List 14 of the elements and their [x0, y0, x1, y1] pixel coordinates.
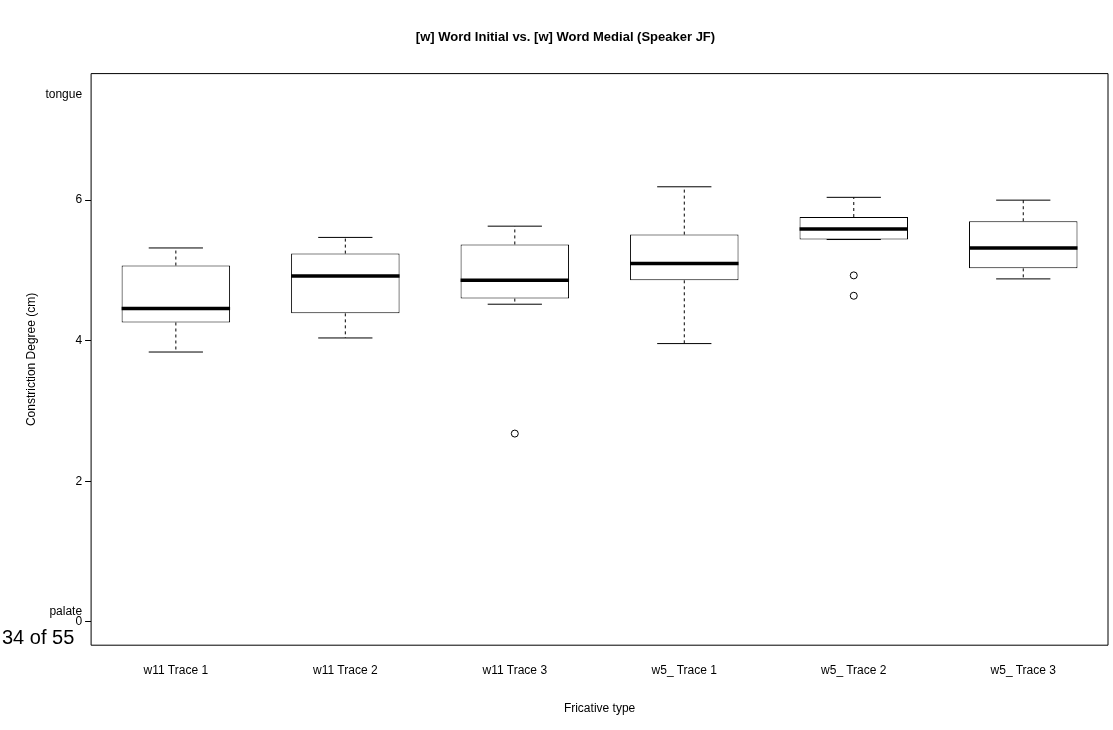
y-axis-title: Constriction Degree (cm) [23, 292, 38, 427]
x-tick-label: w11 Trace 3 [481, 662, 548, 677]
x-tick-label: w11 Trace 1 [142, 662, 209, 677]
y-tick-label: 2 [75, 473, 83, 488]
x-tick-label: w5_ Trace 3 [989, 662, 1057, 677]
x-tick-label: w5_ Trace 1 [650, 662, 718, 677]
y-tick-label: 6 [75, 192, 83, 207]
chart-title: [w] Word Initial vs. [w] Word Medial (Speaker JF) [415, 29, 716, 45]
x-tick-label: w5_ Trace 2 [820, 662, 887, 677]
x-axis-title: Fricative type [563, 701, 636, 716]
x-tick-label: w11 Trace 2 [312, 662, 378, 677]
text: 34 of 55 [2, 626, 75, 649]
y-tick-label: tongue [45, 87, 83, 101]
y-tick-label: 4 [75, 333, 83, 348]
